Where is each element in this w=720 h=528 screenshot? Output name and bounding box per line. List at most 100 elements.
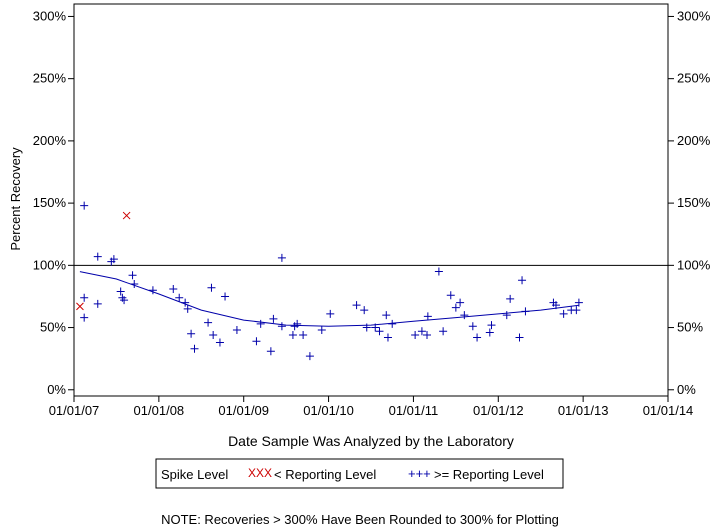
- point-at-or-above-reporting-level: [175, 293, 184, 302]
- legend-title: Spike Level: [161, 467, 228, 482]
- point-at-or-above-reporting-level: [451, 303, 460, 312]
- y-tick-label-right: 100%: [677, 257, 711, 272]
- point-at-or-above-reporting-level: [93, 252, 102, 261]
- points-layer: [76, 201, 583, 361]
- point-at-or-above-reporting-level: [221, 292, 230, 301]
- x-tick-label: 01/01/10: [303, 403, 354, 418]
- point-at-or-above-reporting-level: [305, 352, 314, 361]
- point-at-or-above-reporting-level: [473, 333, 482, 342]
- point-at-or-above-reporting-level: [382, 311, 391, 320]
- y-tick-label-left: 0%: [47, 382, 66, 397]
- x-tick-label: 01/01/12: [473, 403, 524, 418]
- point-at-or-above-reporting-level: [299, 331, 308, 340]
- point-at-or-above-reporting-level: [502, 311, 511, 320]
- legend-symbol-below: XXX: [248, 466, 272, 480]
- point-at-or-above-reporting-level: [317, 326, 326, 335]
- x-tick-label: 01/01/07: [49, 403, 100, 418]
- point-at-or-above-reporting-level: [515, 333, 524, 342]
- point-at-or-above-reporting-level: [423, 331, 432, 340]
- point-at-or-above-reporting-level: [293, 319, 302, 328]
- point-at-or-above-reporting-level: [120, 296, 129, 305]
- point-at-or-above-reporting-level: [80, 293, 89, 302]
- point-at-or-above-reporting-level: [109, 255, 118, 264]
- point-at-or-above-reporting-level: [506, 294, 515, 303]
- point-at-or-above-reporting-level: [559, 309, 568, 318]
- y-tick-label-right: 300%: [677, 8, 711, 23]
- point-at-or-above-reporting-level: [288, 331, 297, 340]
- point-at-or-above-reporting-level: [388, 319, 397, 328]
- point-at-or-above-reporting-level: [181, 298, 190, 307]
- point-below-reporting-level: [122, 211, 131, 220]
- point-at-or-above-reporting-level: [116, 287, 125, 296]
- trend-line: [79, 271, 579, 327]
- plot-frame: [73, 3, 669, 397]
- legend-symbol-above: +++: [408, 466, 431, 481]
- point-at-or-above-reporting-level: [169, 284, 178, 293]
- y-tick-label-left: 100%: [33, 257, 67, 272]
- point-at-or-above-reporting-level: [417, 327, 426, 336]
- point-at-or-above-reporting-level: [423, 312, 432, 321]
- point-at-or-above-reporting-level: [269, 314, 278, 323]
- point-at-or-above-reporting-level: [232, 326, 241, 335]
- point-at-or-above-reporting-level: [130, 280, 139, 288]
- y-tick-label-right: 150%: [677, 195, 711, 210]
- point-below-reporting-level: [76, 302, 84, 311]
- point-at-or-above-reporting-level: [439, 327, 448, 336]
- point-at-or-above-reporting-level: [383, 333, 392, 342]
- point-at-or-above-reporting-level: [215, 338, 224, 347]
- point-at-or-above-reporting-level: [360, 306, 369, 315]
- y-tick-label-right: 0%: [677, 382, 696, 397]
- legend-label-below: < Reporting Level: [274, 467, 376, 482]
- point-at-or-above-reporting-level: [277, 322, 286, 331]
- point-at-or-above-reporting-level: [93, 299, 102, 308]
- axes: 0% 0% 50% 50% 100% 100% 150% 150% 200% 200% 250% 25…: [33, 3, 711, 418]
- point-at-or-above-reporting-level: [521, 307, 530, 316]
- point-at-or-above-reporting-level: [187, 329, 196, 338]
- point-at-or-above-reporting-level: [326, 309, 335, 318]
- point-at-or-above-reporting-level: [468, 322, 477, 331]
- point-at-or-above-reporting-level: [434, 267, 443, 276]
- point-at-or-above-reporting-level: [572, 306, 581, 315]
- y-tick-label-left: 300%: [33, 8, 67, 23]
- point-at-or-above-reporting-level: [148, 286, 157, 295]
- y-axis-label: Percent Recovery: [8, 147, 23, 251]
- point-at-or-above-reporting-level: [207, 283, 216, 292]
- legend-box: [155, 458, 564, 489]
- point-at-or-above-reporting-level: [352, 301, 361, 310]
- point-at-or-above-reporting-level: [371, 323, 380, 332]
- point-at-or-above-reporting-level: [574, 298, 583, 307]
- y-tick-label-right: 200%: [677, 133, 711, 148]
- point-at-or-above-reporting-level: [204, 318, 213, 327]
- point-at-or-above-reporting-level: [375, 327, 384, 336]
- x-tick-label: 01/01/09: [218, 403, 269, 418]
- trend-layer: [79, 271, 579, 327]
- point-at-or-above-reporting-level: [518, 276, 527, 285]
- x-tick-label: 01/01/13: [558, 403, 609, 418]
- point-at-or-above-reporting-level: [487, 321, 496, 330]
- y-tick-label-left: 150%: [33, 195, 67, 210]
- legend-label-above: >= Reporting Level: [434, 467, 544, 482]
- point-at-or-above-reporting-level: [128, 271, 137, 280]
- footnote: NOTE: Recoveries > 300% Have Been Rounde…: [161, 512, 559, 527]
- point-at-or-above-reporting-level: [277, 253, 286, 262]
- point-at-or-above-reporting-level: [411, 331, 420, 340]
- point-at-or-above-reporting-level: [183, 304, 192, 313]
- point-at-or-above-reporting-level: [460, 311, 469, 320]
- y-tick-label-left: 200%: [33, 133, 67, 148]
- point-at-or-above-reporting-level: [266, 347, 275, 356]
- y-tick-label-right: 250%: [677, 71, 711, 86]
- legend: Spike Level XXX < Reporting Level +++ >=…: [155, 458, 564, 489]
- y-tick-label-right: 50%: [677, 320, 703, 335]
- point-at-or-above-reporting-level: [456, 298, 465, 307]
- point-at-or-above-reporting-level: [256, 319, 265, 328]
- point-at-or-above-reporting-level: [252, 337, 261, 346]
- x-axis-label: Date Sample Was Analyzed by the Laborato…: [228, 433, 514, 449]
- x-tick-label: 01/01/14: [643, 403, 694, 418]
- point-at-or-above-reporting-level: [551, 301, 560, 310]
- point-at-or-above-reporting-level: [446, 291, 455, 300]
- point-at-or-above-reporting-level: [190, 344, 199, 353]
- point-at-or-above-reporting-level: [362, 323, 371, 332]
- point-at-or-above-reporting-level: [80, 201, 89, 210]
- point-at-or-above-reporting-level: [80, 313, 89, 322]
